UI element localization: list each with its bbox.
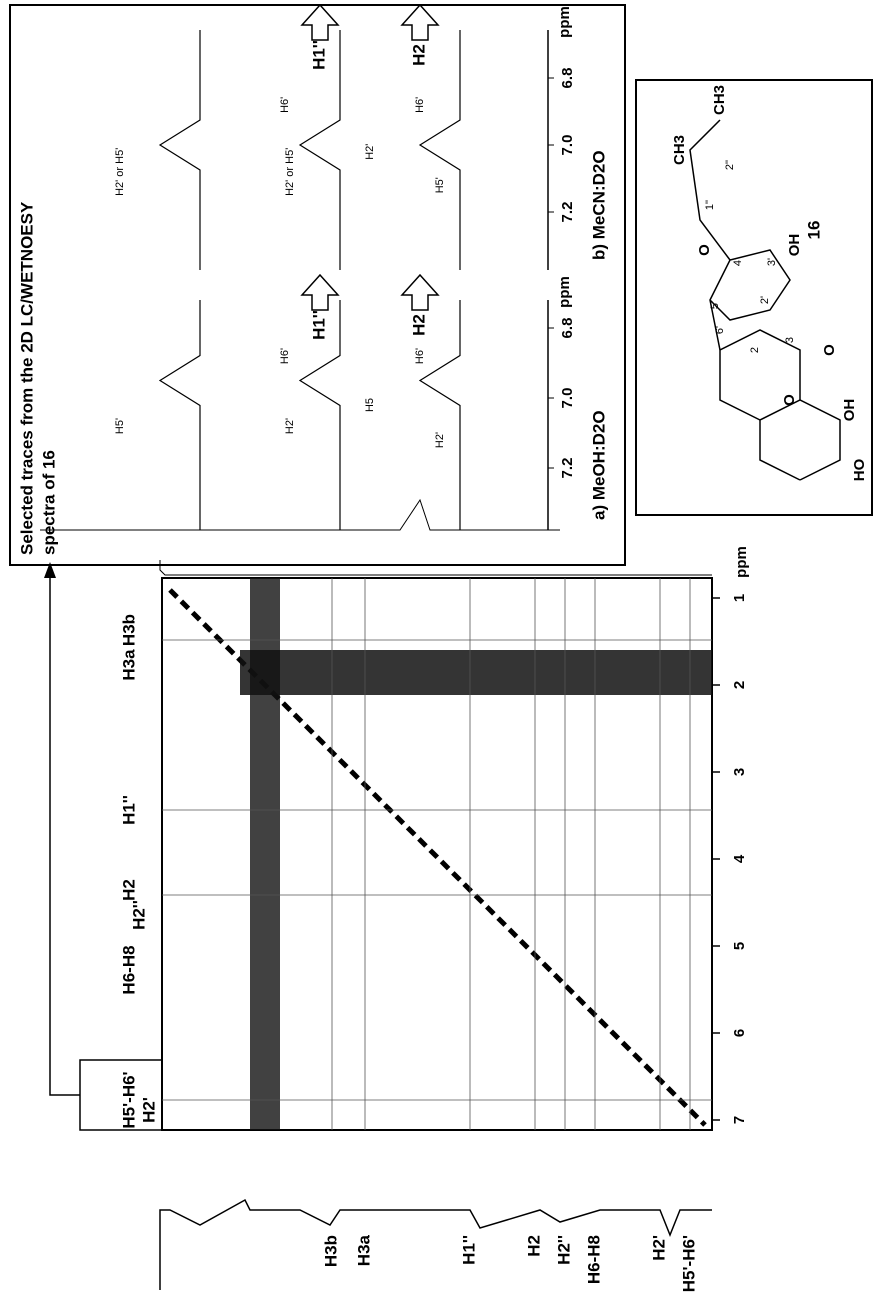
peak-label: H5' bbox=[114, 418, 126, 434]
trace-label: H1'' bbox=[309, 40, 328, 70]
panel-caption: b) MeCN:D2O bbox=[589, 150, 608, 260]
axis-tick-label: 3 bbox=[731, 768, 748, 776]
trace bbox=[40, 498, 560, 531]
peak-label: H6' bbox=[279, 348, 291, 364]
axis-tick-label: 1 bbox=[731, 594, 748, 602]
atom-label: O bbox=[696, 244, 713, 256]
axis-tick-label: 6.8 bbox=[559, 68, 576, 89]
axis-tick-label: 7.2 bbox=[559, 202, 576, 223]
atom-label: OH bbox=[786, 234, 803, 257]
axis-tick-label: 7.2 bbox=[559, 458, 576, 479]
peak-label: H3b bbox=[119, 614, 138, 646]
panel-caption: a) MeOH:D2O bbox=[589, 410, 608, 520]
projection-trace bbox=[159, 1198, 712, 1290]
peak-label: H5' bbox=[434, 177, 446, 193]
peak-label: H2' bbox=[139, 1097, 158, 1123]
compound-number: 16 bbox=[804, 221, 823, 240]
peak-label: H2' bbox=[434, 432, 446, 448]
inset-frame bbox=[9, 4, 626, 566]
peak-label: H2'' bbox=[554, 1235, 573, 1265]
atom-label: 3 bbox=[784, 337, 796, 343]
peak-label: H6' bbox=[414, 348, 426, 364]
peak-label: H3b bbox=[321, 1235, 340, 1267]
atom-label: 2' bbox=[759, 296, 771, 304]
solvent-band bbox=[240, 650, 712, 695]
atom-label: 1'' bbox=[704, 200, 716, 210]
peak-label: H6-H8 bbox=[584, 1235, 603, 1284]
peak-label: H6-H8 bbox=[119, 945, 138, 994]
axis-tick-label: 7.0 bbox=[559, 135, 576, 156]
trace-label: H1'' bbox=[309, 310, 328, 340]
peak-label: H5'-H6' bbox=[679, 1235, 698, 1292]
atom-label: HO bbox=[851, 458, 868, 481]
axis-tick-label: 6 bbox=[731, 1029, 748, 1037]
peak-label: H1'' bbox=[119, 795, 138, 825]
spectrum-frame bbox=[161, 577, 713, 1131]
arrow bbox=[400, 273, 440, 311]
arrowhead bbox=[44, 562, 56, 578]
peak-label: H2'' bbox=[129, 900, 148, 930]
axis-tick-label: 7.0 bbox=[559, 388, 576, 409]
diagonal bbox=[168, 588, 707, 1127]
peak-label: H2 bbox=[524, 1235, 543, 1257]
trace-label: H2 bbox=[409, 314, 428, 336]
peak-label: H6' bbox=[414, 97, 426, 113]
axis-tick-label: 7 bbox=[731, 1116, 748, 1124]
atom-label: OH bbox=[841, 399, 858, 422]
bond bbox=[709, 249, 791, 351]
inset-title: Selected traces from the 2D LC/WETNOESY bbox=[17, 201, 36, 555]
peak-label: H2' or H5' bbox=[284, 148, 296, 196]
arrow bbox=[300, 273, 340, 311]
atom-label: 2'' bbox=[724, 160, 736, 170]
peak-label: H2' bbox=[364, 144, 376, 160]
axis-tick-label: 4 bbox=[731, 854, 748, 863]
peak-label: H1'' bbox=[459, 1235, 478, 1265]
atom-label: O bbox=[781, 394, 798, 406]
trace bbox=[298, 300, 341, 530]
structure-frame bbox=[635, 79, 873, 516]
axis-unit: ppm bbox=[733, 546, 750, 578]
atom-label: 6' bbox=[714, 326, 726, 334]
atom-label: CH3 bbox=[711, 85, 728, 115]
bond bbox=[689, 119, 731, 261]
peak-label: H3a bbox=[119, 649, 138, 681]
connector bbox=[49, 575, 80, 1096]
bond bbox=[719, 329, 801, 421]
projection-baseline bbox=[159, 560, 712, 576]
atom-label: 2 bbox=[749, 347, 761, 353]
solvent-band bbox=[250, 578, 280, 1130]
peak-label: H3a bbox=[354, 1234, 373, 1266]
axis-unit: ppm bbox=[556, 276, 573, 308]
trace bbox=[418, 30, 461, 270]
atom-label: 3' bbox=[766, 258, 778, 266]
peak-label: H2' or H5' bbox=[114, 148, 126, 196]
trace bbox=[298, 30, 341, 270]
peak-label: H2' bbox=[284, 418, 296, 434]
atom-label: O bbox=[821, 344, 838, 356]
trace bbox=[158, 30, 201, 270]
arrow bbox=[400, 3, 440, 41]
atom-label: 4' bbox=[732, 258, 744, 266]
axis-tick-label: 5 bbox=[731, 942, 748, 950]
atom-label: CH3 bbox=[671, 135, 688, 165]
trace bbox=[158, 300, 201, 530]
axis-unit: ppm bbox=[556, 6, 573, 38]
atom-label: 5' bbox=[709, 301, 721, 309]
trace bbox=[418, 300, 461, 530]
peak-label: H2 bbox=[119, 879, 138, 901]
peak-label: H2' bbox=[649, 1235, 668, 1261]
peak-label: H5 bbox=[364, 398, 376, 412]
arrow bbox=[300, 3, 340, 41]
axis-tick-label: 2 bbox=[731, 681, 748, 689]
trace-label: H2 bbox=[409, 44, 428, 66]
peak-label: H5'-H6' bbox=[119, 1071, 138, 1128]
axis-tick-label: 6.8 bbox=[559, 318, 576, 339]
bond bbox=[759, 399, 841, 481]
inset-title: spectra of 16 bbox=[39, 450, 58, 555]
peak-label: H6' bbox=[279, 97, 291, 113]
